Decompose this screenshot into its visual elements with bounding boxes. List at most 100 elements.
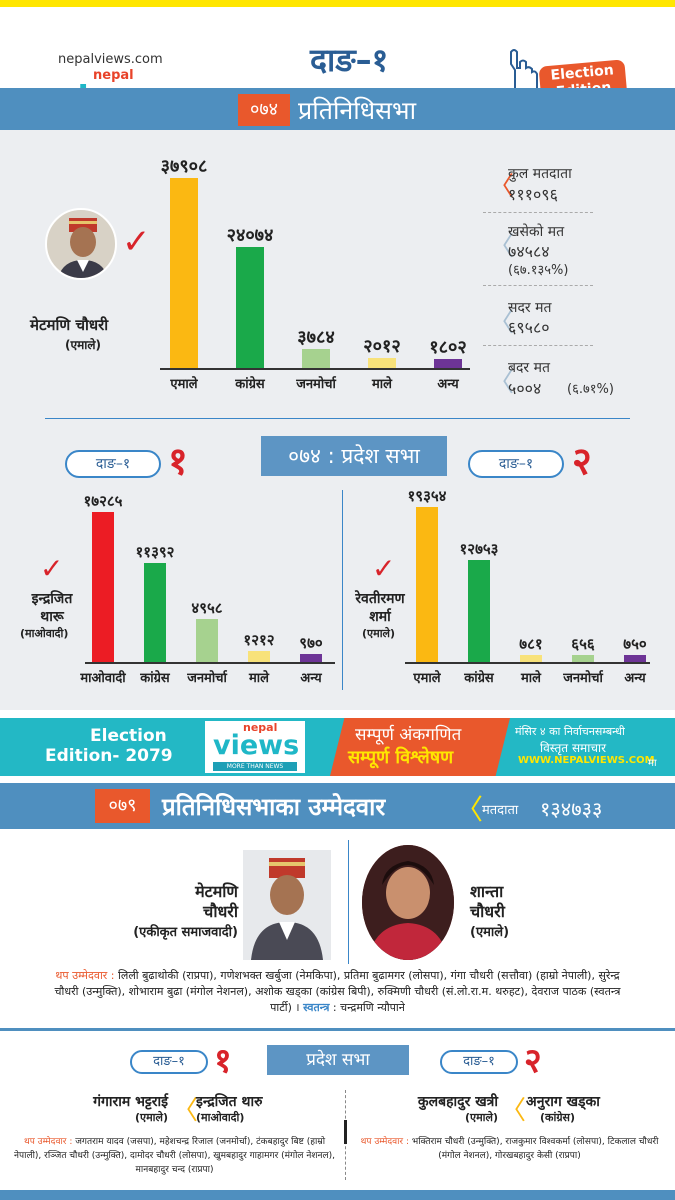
p-right-others-list: भक्तिराम चौधरी (उन्मुक्ति), राजकुमार विश… — [411, 1137, 659, 1161]
banner[interactable]: Election Edition- 2079 nepal views MORE … — [0, 718, 675, 776]
province-separator — [342, 490, 343, 690]
candidate2-name-l1: शान्ता — [470, 882, 504, 901]
invalid-pct: (६.७१%) — [567, 382, 614, 397]
banner-right-2: विस्तृत समाचार — [540, 741, 606, 755]
hor2074-chart: ३७९०८ एमाले २४०७४ कांग्रेस ३७८४ जनमोर्चा २०१२ म… — [150, 150, 470, 392]
hor2074-axis — [160, 368, 470, 370]
province2079-left-pill: दाङ–१ — [130, 1050, 208, 1074]
chart-value-label: ६५६ — [571, 635, 595, 653]
banner-logo-tagline: MORE THAN NEWS — [213, 762, 297, 771]
top-stripe — [0, 0, 675, 7]
p-right-cand2-name: अनुराग खड्का — [526, 1094, 600, 1110]
chart-bar — [196, 618, 218, 662]
chart-value-label: १७२८५ — [83, 492, 123, 510]
chart-category-label: जनमोर्चा — [187, 671, 227, 686]
chart-bar — [520, 655, 542, 662]
chart-value-label: २४०७४ — [226, 225, 274, 247]
stat-divider — [483, 285, 593, 286]
candidate2-name-l2: चौधरी — [470, 902, 505, 921]
hor2074-title: प्रतिनिधिसभा — [298, 96, 417, 125]
stat-curl-icon: 〈 — [488, 232, 515, 262]
left-axis — [85, 662, 335, 664]
banner-edition-1: Election — [90, 726, 167, 746]
cast-votes: ७४५८४ — [508, 242, 550, 261]
banner-center-top: सम्पूर्ण अंकगणित — [355, 725, 462, 745]
stat-divider — [483, 345, 593, 346]
left-winner-name: इन्द्रजित थारू — [31, 591, 73, 625]
total-voters-label: कुल मतदाता — [508, 166, 572, 182]
province2079-right-number: २ — [524, 1041, 542, 1081]
chart-bar — [368, 357, 396, 368]
hor2079-title: प्रतिनिधिसभाका उम्मेदवार — [162, 793, 386, 821]
chart-category-label: कांग्रेस — [464, 671, 494, 686]
chart-category-label: माओवादी — [80, 671, 126, 686]
chart-value-label: ३७८४ — [297, 327, 335, 349]
candidate2-photo — [362, 845, 454, 960]
p-left-cand2-name: इन्द्रजित थारु — [196, 1094, 263, 1110]
stat-curl-icon: 〈 — [488, 172, 515, 202]
chart-value-label: १८०२ — [429, 336, 467, 358]
p-right-others: थप उम्मेदवार : भक्तिराम चौधरी (उन्मुक्ति… — [352, 1135, 667, 1163]
banner-center — [330, 718, 510, 776]
chart-value-label: ४९५८ — [191, 598, 223, 617]
chart-bar — [170, 178, 198, 368]
province-right-number: २ — [572, 439, 592, 483]
chart-value-label: ७८१ — [519, 635, 543, 653]
right-winner-party: (एमाले) — [362, 627, 396, 640]
winner-check-icon: ✓ — [122, 222, 151, 262]
chart-value-label: ९७० — [299, 633, 323, 652]
province-right-chart: १९३५४ एमाले १२७५३ कांग्रेस ७८१ माले ६५६ जनमोर्च… — [400, 485, 660, 686]
chart-category-label: अन्य — [437, 377, 459, 392]
chart-bar — [468, 559, 490, 662]
p-left-others: थप उम्मेदवार : जगतराम यादव (जसपा), महेशच… — [12, 1135, 337, 1177]
chart-value-label: १२१२ — [243, 631, 275, 650]
candidate1-photo — [243, 850, 331, 960]
banner-center-bottom: सम्पूर्ण विश्लेषण — [348, 747, 454, 768]
other-candidates-label: थप उम्मेदवार : — [55, 969, 115, 982]
stat-curl-icon: 〈 — [488, 308, 515, 338]
candidate1-name-l2: चौधरी — [203, 902, 238, 921]
other-candidates: थप उम्मेदवार : लिली बुढाथोकी (राप्रपा), … — [45, 968, 630, 1016]
p-left-cand2-party: (माओवादी) — [196, 1111, 245, 1124]
chart-category-label: अन्य — [624, 671, 646, 686]
right-check-icon: ✓ — [372, 552, 396, 585]
logo-top: nepal — [93, 68, 134, 83]
chart-value-label: ३७९०८ — [160, 156, 208, 177]
p-left-curl-icon: 〈 — [172, 1096, 199, 1126]
invalid-votes: ५००४ — [508, 379, 542, 398]
hor2074-band — [0, 88, 675, 130]
voters-label: मतदाता — [482, 803, 519, 818]
winner-name: मेटमणि चौधरी — [30, 316, 109, 334]
province-left-chart: १७२८५ माओवादी ११३९२ कांग्रेस ४९५८ जनमोर्चा १२१… — [80, 485, 340, 686]
winner-avatar — [45, 208, 117, 280]
banner-edition-2: Edition- 2079 — [45, 746, 173, 766]
other-candidates-list: लिली बुढाथोकी (राप्रपा), गणेशभक्त खर्बुज… — [54, 969, 621, 1014]
right-axis — [405, 662, 650, 664]
province2074-title: ०७४ : प्रदेश सभा — [261, 436, 447, 476]
chart-bar — [248, 651, 270, 662]
chart-category-label: एमाले — [413, 671, 441, 686]
independent-label: स्वतन्त्र — [303, 1001, 330, 1014]
p-right-cand1-name: कुलबहादुर खत्री — [417, 1094, 498, 1110]
province2079-title: प्रदेश सभा — [267, 1045, 409, 1075]
banner-url[interactable]: WWW.NEPALVIEWS.COM — [518, 755, 655, 766]
candidates-separator — [348, 840, 349, 964]
winner-party: (एमाले) — [65, 338, 102, 352]
chart-category-label: कांग्रेस — [140, 671, 170, 686]
p-right-others-label: थप उम्मेदवार : — [360, 1137, 410, 1147]
p-right-cand1-party: (एमाले) — [464, 1111, 498, 1124]
banner-suffix: मा — [648, 758, 657, 769]
chart-value-label: १२७५३ — [459, 539, 499, 558]
chart-bar — [434, 358, 462, 368]
chart-value-label: ११३९२ — [135, 543, 175, 562]
chart-category-label: माले — [249, 671, 269, 686]
stat-divider — [483, 212, 593, 213]
candidate2-party: (एमाले) — [470, 925, 510, 940]
province2079-left-number: १ — [214, 1041, 232, 1081]
chart-category-label: माले — [372, 377, 392, 392]
bottom-stripe — [0, 1190, 675, 1200]
left-winner-party: (माओवादी) — [20, 627, 69, 640]
site-url[interactable]: nepalviews.com — [58, 52, 163, 67]
chart-value-label: ७५० — [623, 635, 647, 653]
province2079-right-pill: दाङ–१ — [440, 1050, 518, 1074]
